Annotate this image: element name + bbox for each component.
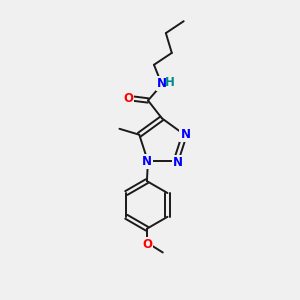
Text: N: N [142, 155, 152, 168]
Text: N: N [173, 156, 183, 169]
Text: N: N [181, 128, 190, 141]
Text: O: O [142, 238, 152, 251]
Text: O: O [123, 92, 133, 105]
Text: N: N [157, 77, 167, 90]
Text: H: H [165, 76, 175, 89]
